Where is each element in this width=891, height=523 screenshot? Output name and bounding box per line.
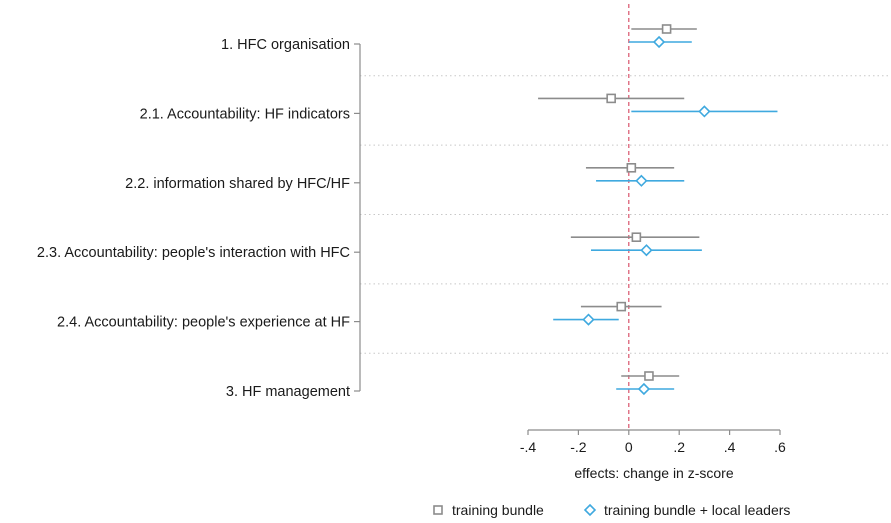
x-tick-label: -.4	[520, 439, 537, 455]
data-point	[652, 35, 666, 49]
legend: training bundle training bundle + local l…	[433, 502, 790, 518]
data-point	[606, 93, 616, 104]
data-point	[582, 313, 595, 326]
legend-label: training bundle + local leaders	[604, 502, 790, 518]
axis-layer: 1. HFC organisation 2.1. Accountability: …	[37, 37, 786, 481]
x-tick-label: 0	[625, 439, 633, 455]
series-training-bundle-local-leaders	[553, 35, 778, 396]
data-point	[698, 105, 711, 118]
x-tick-label: .2	[673, 439, 685, 455]
x-tick-label: .4	[724, 439, 736, 455]
legend-square-marker	[433, 505, 443, 515]
data-point	[644, 371, 654, 381]
category-label: 2.1. Accountability: HF indicators	[140, 106, 350, 122]
grid-layer	[360, 75, 891, 354]
legend-label: training bundle	[452, 502, 544, 518]
category-label: 3. HF management	[226, 384, 350, 400]
data-point	[635, 174, 648, 187]
data-point	[626, 163, 637, 173]
data-point	[661, 24, 672, 34]
data-point	[640, 244, 653, 257]
category-label: 2.2. information shared by HFC/HF	[125, 176, 350, 192]
series-layer	[538, 24, 778, 396]
series-training-bundle	[538, 24, 700, 381]
category-label: 2.3. Accountability: people's interactio…	[37, 245, 350, 261]
category-label: 2.4. Accountability: people's experience…	[57, 315, 350, 331]
data-point	[631, 232, 642, 242]
category-label: 1. HFC organisation	[221, 37, 350, 53]
x-axis-title: effects: change in z-score	[574, 465, 733, 481]
x-tick-label: .6	[774, 439, 786, 455]
legend-diamond-marker	[583, 503, 597, 517]
data-point	[637, 382, 651, 396]
data-point	[616, 301, 627, 312]
x-tick-label: -.2	[570, 439, 587, 455]
